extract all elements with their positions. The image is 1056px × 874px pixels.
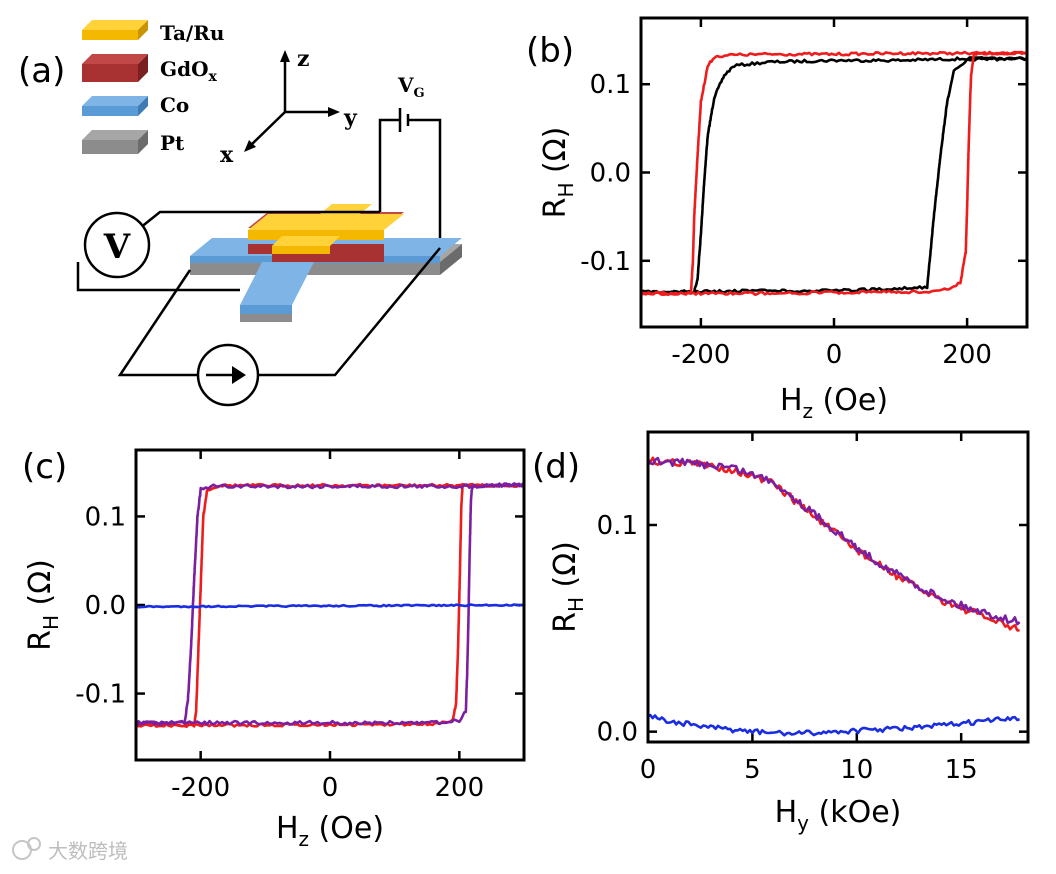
axes-triad <box>244 50 340 152</box>
y-tick-label: -0.1 <box>580 247 631 277</box>
plot-frame <box>646 430 1030 744</box>
x-tick-label: 200 <box>942 340 992 370</box>
legend-pt-label: Pt <box>160 131 185 155</box>
watermark: 大数跨境 <box>12 837 128 863</box>
x-tick-label: -200 <box>171 773 230 803</box>
panel-b-label: (b) <box>526 31 574 71</box>
voltmeter-label: V <box>103 227 131 267</box>
gate-voltage-name: V <box>397 73 414 97</box>
panel-d-label: (d) <box>532 447 580 487</box>
watermark-text: 大数跨境 <box>48 839 128 863</box>
current-source-icon <box>196 343 260 407</box>
x-axis-label: Hy (kOe) <box>775 795 902 835</box>
axis-y-label: y <box>343 105 358 131</box>
x-axis-label: Hz (Oe) <box>276 811 384 851</box>
y-tick-label: 0.0 <box>590 159 631 189</box>
panel-b-chart: (b) -200 0 200 -0.1 0.0 0.1 Hz (Oe) RH (Ω) <box>526 16 1029 423</box>
panel-c-label: (c) <box>22 447 67 487</box>
x-tick-label: 10 <box>840 755 873 785</box>
x-tick-label: 5 <box>744 755 761 785</box>
layer-legend: Ta/Ru GdOx Co Pt <box>82 20 224 155</box>
legend-gdox-swatch <box>82 54 148 82</box>
y-axis-label: RH (Ω) <box>548 541 588 633</box>
x-axis-label: Hz (Oe) <box>780 383 888 423</box>
axis-x-label: x <box>220 142 234 168</box>
series-line-blue-no-loop- <box>136 603 524 609</box>
voltmeter-icon: V <box>83 211 151 279</box>
y-tick-label: 0.0 <box>597 718 638 748</box>
series-line-purple-loop <box>136 481 524 726</box>
legend-gdox-label: GdOx <box>160 57 218 85</box>
circuit-wires <box>76 210 441 377</box>
panel-c-chart: (c) -200 0 200 -0.1 0.0 0.1 Hz (Oe) RH (Ω) <box>22 447 526 851</box>
gate-battery-icon <box>378 108 442 240</box>
y-tick-label: 0.1 <box>597 511 638 541</box>
series-line-red-loop <box>641 50 1027 297</box>
y-tick-label: -0.1 <box>75 680 126 710</box>
device-stack <box>190 204 462 322</box>
series-line-red <box>648 456 1020 632</box>
series-line-black-loop <box>641 55 1027 295</box>
legend-ta-ru-label: Ta/Ru <box>160 21 224 45</box>
axis-z-label: z <box>297 46 310 72</box>
y-tick-label: 0.0 <box>85 591 126 621</box>
x-tick-label: 15 <box>945 755 978 785</box>
y-axis-label: RH (Ω) <box>538 127 578 219</box>
y-tick-label: 0.1 <box>590 70 631 100</box>
series-group <box>136 481 524 729</box>
x-tick-label: -200 <box>671 340 730 370</box>
legend-gdox-name: GdO <box>160 57 209 81</box>
legend-gdox-sub: x <box>209 69 218 85</box>
series-line-blue <box>648 713 1020 737</box>
x-tick-label: 200 <box>435 773 485 803</box>
y-axis-label: RH (Ω) <box>23 559 63 651</box>
panel-a-label: (a) <box>18 51 65 91</box>
panel-a: (a) Ta/Ru GdOx Co <box>18 20 462 407</box>
x-tick-label: 0 <box>640 755 657 785</box>
x-tick-label: 0 <box>322 773 339 803</box>
plot-frame <box>134 448 526 762</box>
series-group <box>641 50 1027 297</box>
series-group <box>648 456 1021 737</box>
x-tick-label: 0 <box>826 340 843 370</box>
legend-ta-ru-swatch <box>82 20 148 40</box>
y-tick-label: 0.1 <box>85 502 126 532</box>
legend-pt-swatch <box>82 130 148 154</box>
legend-co-swatch <box>82 96 148 116</box>
gate-voltage-sub: G <box>414 86 425 101</box>
gate-voltage-label: VG <box>397 73 425 101</box>
series-line-purple <box>648 456 1021 626</box>
panel-d-chart: (d) 0 5 10 15 0.0 0.1 Hy (kOe) RH (Ω) <box>532 430 1030 835</box>
plot-frame <box>639 16 1029 329</box>
legend-co-label: Co <box>160 93 189 117</box>
